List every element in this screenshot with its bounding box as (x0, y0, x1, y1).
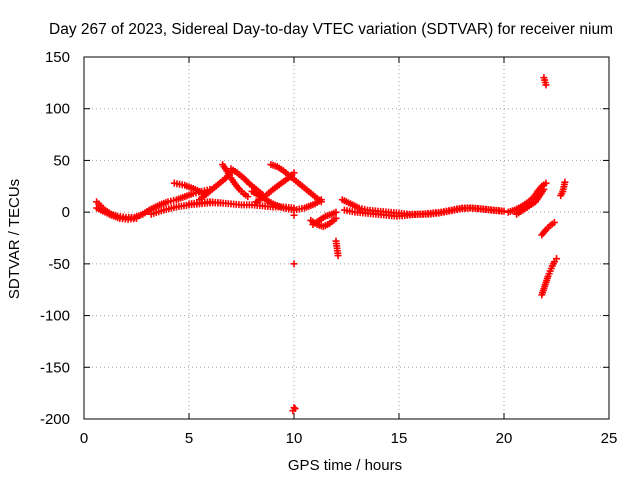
series-arc-18 (504, 179, 550, 216)
y-tick-label: 150 (45, 49, 70, 66)
gridlines (84, 57, 609, 419)
series-arc-15 (332, 237, 342, 260)
x-tick-labels: 0 5 10 15 20 25 (80, 430, 618, 447)
data-point (290, 260, 298, 268)
data-point (498, 207, 506, 215)
series-arc-19 (513, 185, 548, 218)
series-arc-21 (538, 218, 558, 239)
series-arc-17 (340, 204, 506, 220)
data-point (334, 252, 342, 260)
x-axis-label: GPS time / hours (288, 457, 402, 474)
y-tick-label: 100 (45, 101, 70, 118)
data-point (290, 404, 298, 412)
x-tick-label: 5 (185, 430, 193, 447)
series-arc-12 (252, 169, 298, 206)
data-point (244, 193, 252, 201)
data-point (542, 179, 550, 187)
data-point (290, 169, 298, 177)
data-point (317, 198, 325, 206)
data-point (332, 214, 340, 222)
x-tick-label: 20 (496, 430, 513, 447)
axis-ticks (83, 56, 610, 420)
x-tick-label: 15 (391, 430, 408, 447)
data-point (332, 208, 340, 216)
series-arc-3 (147, 185, 214, 213)
data-point (540, 185, 548, 193)
data-point (553, 255, 560, 263)
x-tick-label: 10 (286, 430, 303, 447)
data-point (227, 169, 235, 177)
data-point (133, 214, 140, 222)
data-point (542, 81, 550, 89)
y-tick-labels: -200 -150 -100 -50 0 50 100 150 (40, 49, 70, 428)
data-points (93, 74, 569, 415)
data-point (550, 218, 558, 226)
series-arc-9 (196, 169, 235, 204)
y-tick-label: 50 (53, 152, 70, 169)
x-tick-label: 25 (601, 430, 618, 447)
series-arc-22 (540, 74, 550, 89)
series-arc-23 (557, 178, 569, 200)
y-tick-label: 0 (62, 204, 70, 221)
series-arc-11 (267, 161, 325, 206)
series-arc-20 (538, 255, 560, 299)
y-tick-label: -50 (48, 256, 70, 273)
y-tick-label: -100 (40, 308, 70, 325)
y-tick-label: -150 (40, 359, 70, 376)
chart-title: Day 267 of 2023, Sidereal Day-to-day VTE… (49, 21, 613, 38)
y-tick-label: -200 (40, 411, 70, 428)
data-point (561, 178, 569, 186)
x-tick-label: 0 (80, 430, 88, 447)
series-arc-24 (289, 211, 299, 415)
series-arc-14 (307, 214, 340, 231)
series-arc-2 (93, 204, 140, 223)
plot-frame (83, 56, 610, 420)
data-point (290, 211, 298, 219)
y-axis-label: SDTVAR / TECUs (6, 179, 23, 299)
